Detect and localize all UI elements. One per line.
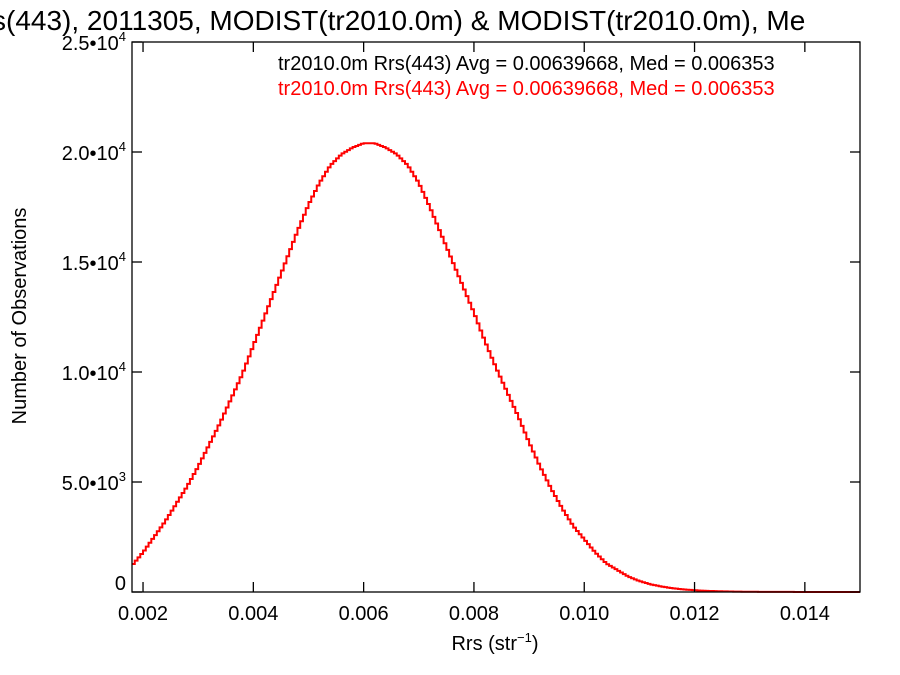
x-axis-label: Rrs (str−1) <box>451 630 538 655</box>
y-tick-label-2: 1.0•104 <box>62 359 126 385</box>
x-tick-label-0: 0.002 <box>118 603 168 625</box>
y-tick-label-4: 2.0•104 <box>62 139 126 165</box>
y-axis-label: Number of Observations <box>9 208 31 425</box>
y-tick-label-3: 1.5•104 <box>62 249 126 275</box>
x-axis-label-tail: ) <box>532 633 539 655</box>
x-tick-label-6: 0.014 <box>780 603 830 625</box>
chart-title: s(443), 2011305, MODIST(tr2010.0m) & MOD… <box>0 5 805 36</box>
y-axis-ticks: 0 5.0•103 1.0•104 1.5•104 2.0•104 2.5•104 <box>62 29 860 595</box>
x-tick-label-4: 0.010 <box>559 603 609 625</box>
x-tick-label-1: 0.004 <box>228 603 278 625</box>
x-tick-label-3: 0.008 <box>449 603 499 625</box>
x-tick-label-2: 0.006 <box>339 603 389 625</box>
x-tick-label-5: 0.012 <box>670 603 720 625</box>
series-layer <box>132 142 860 593</box>
y-tick-label-5: 2.5•104 <box>62 29 126 55</box>
series-line-0 <box>132 142 860 593</box>
annotation-black: tr2010.0m Rrs(443) Avg = 0.00639668, Med… <box>278 53 775 75</box>
y-tick-label-1: 5.0•103 <box>62 469 126 495</box>
annotation-red: tr2010.0m Rrs(443) Avg = 0.00639668, Med… <box>278 78 775 100</box>
x-axis-label-superscript: −1 <box>517 630 532 645</box>
plot-frame <box>131 41 861 593</box>
y-tick-label-0: 0 <box>115 573 126 595</box>
x-axis-label-main: Rrs (str <box>451 633 517 655</box>
x-axis-ticks: 0.002 0.004 0.006 0.008 0.010 0.012 0.014 <box>118 42 830 625</box>
